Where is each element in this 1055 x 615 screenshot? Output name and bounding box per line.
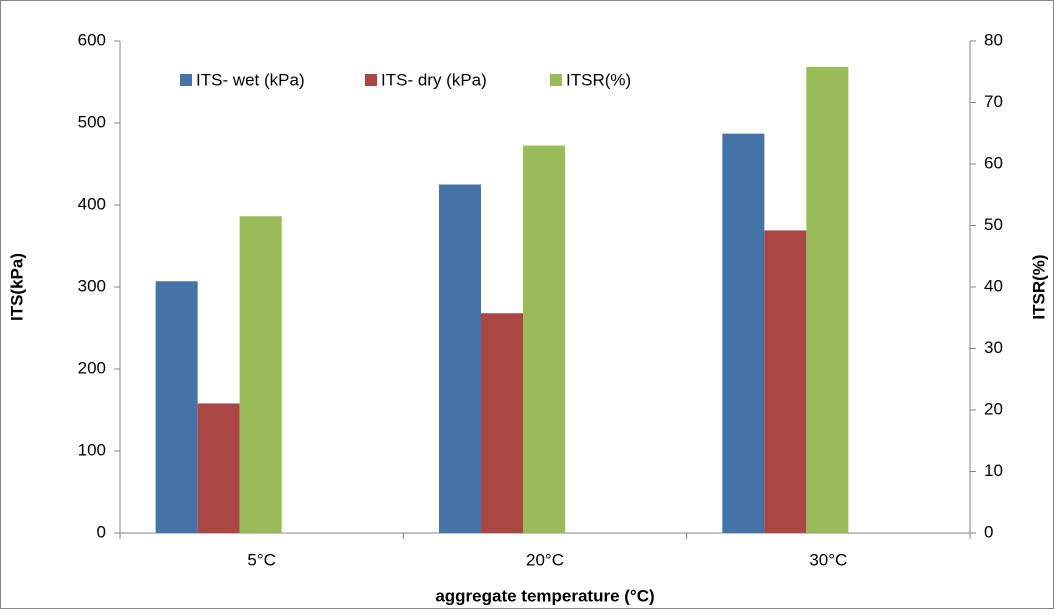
- y2-tick-label: 50: [984, 215, 1003, 234]
- y2-tick-label: 40: [984, 276, 1003, 295]
- x-tick-label: 20°C: [526, 550, 564, 569]
- y-tick-label: 600: [78, 30, 106, 49]
- bar: [523, 145, 565, 534]
- y2-tick-label: 30: [984, 338, 1003, 357]
- y-tick-label: 400: [78, 194, 106, 213]
- y-axis-title: ITS(kPa): [7, 253, 26, 321]
- x-axis-title: aggregate temperature (°C): [435, 586, 654, 605]
- y-tick-label: 0: [97, 522, 106, 541]
- bar: [439, 184, 481, 533]
- bar: [722, 133, 765, 533]
- legend-swatch: [550, 74, 562, 86]
- y2-tick-label: 10: [984, 461, 1003, 480]
- y-tick-label: 200: [78, 358, 106, 377]
- y-tick-label: 500: [78, 112, 106, 131]
- y2-tick-label: 20: [984, 399, 1003, 418]
- x-tick-label: 5°C: [247, 550, 276, 569]
- y2-tick-label: 70: [984, 92, 1003, 111]
- bar: [239, 216, 282, 533]
- legend-swatch: [365, 74, 377, 86]
- y2-tick-label: 60: [984, 153, 1003, 172]
- bar: [764, 230, 807, 534]
- y-tick-label: 300: [78, 276, 106, 295]
- legend-label: ITS- dry (kPa): [381, 70, 487, 89]
- bar: [155, 281, 198, 533]
- bar: [481, 313, 523, 533]
- y2-axis-title: ITSR(%): [1029, 254, 1048, 319]
- legend-label: ITS- wet (kPa): [196, 70, 305, 89]
- y-tick-label: 100: [78, 440, 106, 459]
- x-tick-label: 30°C: [809, 550, 847, 569]
- y2-tick-label: 80: [984, 30, 1003, 49]
- bar: [197, 403, 240, 533]
- legend-label: ITSR(%): [566, 70, 631, 89]
- y2-tick-label: 0: [984, 522, 993, 541]
- legend-swatch: [180, 74, 192, 86]
- bar: [806, 66, 849, 533]
